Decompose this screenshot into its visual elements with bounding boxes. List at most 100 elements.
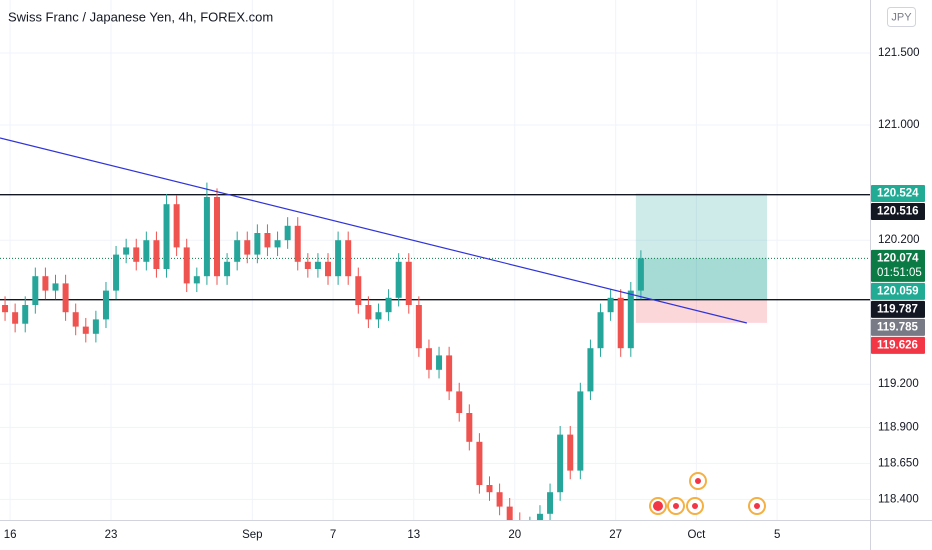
candle-body [536,513,543,520]
axes: 121.500 121.000 120.200 119.200 118.900 118.6… [4,47,925,541]
candle-body [557,434,564,493]
candle-body [143,240,150,262]
candle-body [2,305,9,313]
candle-body [102,290,109,320]
event-icon-dot [673,503,679,509]
candle-body [284,225,291,241]
x-tick-label: Sep [242,529,262,541]
candle-body [244,240,251,255]
candle-body [173,204,180,248]
price-label: 120.059 [877,285,919,297]
y-tick-label: 118.400 [878,493,919,505]
candle-body [385,297,392,313]
candle-body [274,240,281,248]
y-tick-label: 120.200 [878,234,920,246]
x-tick-label: 5 [774,529,780,541]
candle-body [163,204,170,270]
candle-body [72,312,79,327]
candle-body [224,261,231,277]
candle-body [234,240,241,262]
candle-body [607,297,614,313]
grid [0,0,870,520]
candle-body [113,254,120,291]
countdown-label: 01:51:05 [877,267,922,279]
candle-body [637,258,644,291]
candle-body [405,261,412,306]
price-label: 120.524 [877,188,919,200]
candle-body [466,413,473,442]
candle-body [32,276,39,306]
price-label: 119.787 [877,303,918,315]
candle-body [425,348,432,370]
y-tick-label: 121.000 [878,119,920,131]
candle-body [183,247,190,284]
candle-body [254,232,261,255]
candle-body [375,312,382,320]
x-tick-label: 27 [609,529,622,541]
candle-body [355,276,362,306]
candle-body [496,492,503,507]
price-label-box [871,336,925,354]
x-tick-label: 20 [508,529,521,541]
candle-body [12,312,19,324]
candle-body [577,391,584,471]
candle-body [133,247,140,262]
price-label: 119.785 [877,321,919,333]
candle-body [567,434,574,471]
candle-body [456,391,463,414]
candle-body [193,276,200,284]
candle-body [446,355,453,392]
trendline [0,137,748,324]
x-tick-label: Oct [687,529,706,541]
candle-body [62,283,69,313]
candle-body [335,240,342,277]
y-tick-label: 118.650 [878,457,919,469]
candle-body [627,290,634,349]
price-label: 120.516 [877,206,919,218]
candle-body [517,521,523,528]
candle-body [22,305,29,324]
x-tick-label: 13 [407,529,420,541]
candle-body [304,261,311,270]
candle-body [153,240,160,270]
candle-body [395,261,402,298]
price-label-box [871,249,925,282]
price-label-box [871,185,925,203]
candle-body [365,305,372,320]
candle-body [587,348,594,392]
candle-body [415,305,422,349]
candle-body [547,492,554,514]
candle-body [123,247,130,255]
x-tick-label: 16 [4,529,17,541]
y-tick-label: 121.500 [878,47,920,59]
y-tick-label: 118.900 [878,421,919,433]
candle-body [436,355,443,370]
price-label-box [871,282,925,300]
candle-body [597,312,604,349]
x-tick-label: 7 [330,529,336,541]
currency-label: JPY [891,11,912,23]
candle-body [486,485,493,493]
candle-body [213,196,220,277]
candle-body [325,261,332,277]
event-icons [649,472,766,515]
candle-body [314,261,321,270]
event-icon-dot [653,501,663,511]
candle-body [92,319,99,334]
x-tick-label: 23 [105,529,118,541]
candle-body [527,525,533,528]
position-target-zone [635,193,768,300]
candle-body [476,441,483,486]
chart-title: Swiss Franc / Japanese Yen, 4h, FOREX.co… [8,9,273,24]
price-label: 119.626 [877,339,918,351]
position-open-pnl [635,258,768,300]
candle-body [506,506,513,520]
price-label-box [871,300,925,318]
candle-body [264,232,271,248]
price-label-box [871,318,925,336]
candle-body [294,225,301,262]
candle-body [82,326,89,334]
currency-button[interactable] [887,7,916,27]
candle-body [345,240,352,277]
